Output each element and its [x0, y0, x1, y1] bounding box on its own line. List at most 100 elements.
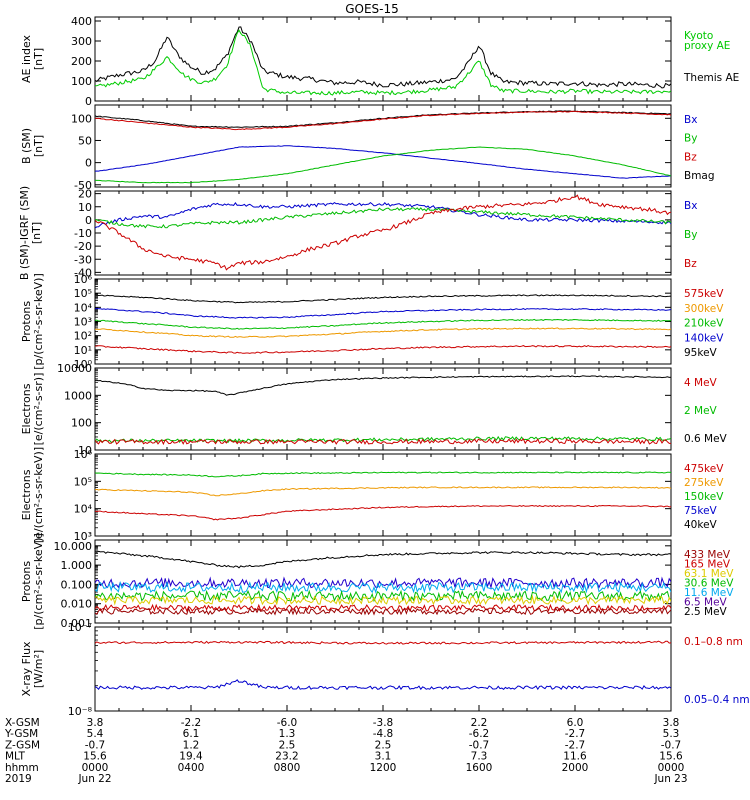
y-tick-label: 10¹ — [74, 344, 92, 357]
x-axis-value: -6.0 — [277, 717, 298, 729]
legend-label: 2.5 MeV — [684, 606, 728, 618]
y-axis-label-line: Protons — [20, 301, 33, 342]
y-tick-label: 50 — [78, 134, 92, 147]
x-axis-value: 7.3 — [471, 751, 488, 763]
y-axis-label-line: Protons — [20, 561, 33, 602]
panel-frame — [94, 367, 672, 451]
y-axis-label-unit: [e/(cm²-s-sr)] — [32, 373, 45, 446]
legend-label: 575keV — [684, 288, 724, 300]
legend-label: Themis AE — [683, 72, 739, 84]
y-axis-label: Protons[p/(cm²-s-sr-keV)] — [20, 273, 45, 370]
x-axis-value: 1.2 — [183, 739, 200, 751]
x-axis-value: 15.6 — [659, 751, 683, 763]
x-axis-value: 23.2 — [275, 751, 298, 763]
x-axis-ephemeris: X-GSMY-GSMZ-GSMMLThhmm20193.85.4-0.715.6… — [4, 717, 688, 785]
y-axis-label-line: B (SM) — [20, 128, 33, 164]
y-tick-label: 400 — [71, 15, 92, 28]
x-axis-value: 2.2 — [471, 717, 488, 729]
legend-label: 0.05–0.4 nm — [684, 694, 750, 706]
series-line-by — [95, 207, 671, 229]
y-tick-label: -40 — [74, 266, 92, 279]
x-axis-value: 2.5 — [375, 739, 392, 751]
x-axis-value: 1600 — [466, 762, 493, 774]
panel-protons-mev: 0.001 0.010 0.100 1.000 10.000 Protons[p/(cm²… — [20, 533, 734, 630]
y-tick-label: 10⁻⁷ — [68, 621, 92, 634]
x-axis-value: 3.8 — [663, 717, 680, 729]
y-tick-label: 100 — [71, 417, 92, 430]
legend-label: Bz — [684, 258, 697, 270]
x-axis-value: 2.5 — [279, 739, 296, 751]
y-axis-label-unit: [nT] — [32, 135, 45, 157]
legend-label: 0.1–0.8 nm — [684, 636, 743, 648]
panel-frame — [94, 190, 672, 276]
legend-label: 433 MeV — [684, 549, 731, 561]
legend-label: 63.1 MeV — [684, 568, 734, 580]
legend-label: Bx — [684, 114, 697, 126]
legend-label: 4 MeV — [684, 377, 718, 389]
series-line-300kev — [95, 327, 671, 338]
x-axis-value: Jun 23 — [653, 773, 687, 785]
x-axis-row-label: MLT — [5, 751, 25, 763]
legend-label: Kyoto — [684, 30, 713, 42]
y-tick-label: 300 — [71, 35, 92, 48]
y-axis-label-unit: [W/m²] — [32, 650, 45, 688]
series-line-575kev — [95, 344, 671, 354]
series-line-140kev — [95, 307, 671, 319]
y-tick-label: 0 — [85, 214, 92, 227]
series-line-150kev — [95, 471, 671, 478]
x-axis-value: -2.7 — [565, 728, 586, 740]
y-tick-label: 0.100 — [61, 578, 93, 591]
x-axis-value: 1200 — [370, 762, 397, 774]
series-line-themis-ae — [95, 26, 671, 89]
legend-label: 275keV — [684, 477, 724, 489]
y-tick-label: 10⁶ — [74, 273, 93, 286]
legend-label: 0.6 MeV — [684, 433, 728, 445]
series-line-bz — [95, 194, 671, 271]
y-axis-label-unit: [nT] — [30, 222, 43, 244]
x-axis-value: -0.7 — [661, 739, 682, 751]
y-tick-label: 10⁵ — [74, 475, 92, 488]
y-tick-label: 10⁶ — [74, 448, 93, 461]
y-axis-label-unit: [e/(cm²-s-sr-keV)] — [32, 447, 45, 543]
y-axis-label: B (SM)-IGRF (SM)[nT] — [18, 186, 43, 280]
y-axis-label: X-ray Flux[W/m²] — [20, 641, 45, 697]
y-tick-label: 100 — [71, 112, 92, 125]
y-tick-label: 10000 — [57, 362, 92, 375]
x-axis-value: -0.7 — [469, 739, 490, 751]
y-tick-label: -10 — [74, 227, 92, 240]
x-axis-value: 0000 — [82, 762, 109, 774]
y-axis-label: B (SM)[nT] — [20, 128, 45, 164]
legend-label: 300keV — [684, 303, 724, 315]
series-line-bx — [95, 201, 671, 229]
y-tick-label: 200 — [71, 55, 92, 68]
series-line-475kev — [95, 504, 671, 521]
y-axis-label-line: Electrons — [20, 469, 33, 520]
x-axis-value: -3.8 — [373, 717, 394, 729]
y-axis-label-line: B (SM)-IGRF (SM) — [18, 186, 31, 280]
y-tick-label: -50 — [74, 179, 92, 192]
y-tick-label: 10 — [78, 444, 92, 457]
x-axis-value: -6.2 — [469, 728, 490, 740]
legend-label: Bmag — [684, 170, 715, 182]
series-line-2-5-mev — [95, 550, 671, 569]
y-tick-label: 10.000 — [54, 540, 93, 553]
series-line-210kev — [95, 318, 671, 330]
legend-label: By — [684, 229, 697, 241]
series-line-11-6-mev — [95, 580, 671, 594]
legend-label: 475keV — [684, 463, 724, 475]
legend-label: 40keV — [684, 519, 718, 531]
y-tick-label: 0.010 — [61, 598, 93, 611]
panel-xray: 10⁻⁸ 10⁻⁷ X-ray Flux[W/m²] 0.1–0.8 nm 0.05–0… — [20, 621, 750, 718]
y-axis-label-line: X-ray Flux — [20, 641, 33, 697]
series-line-0-1-0-8-nm — [95, 640, 671, 645]
x-axis-value: 15.6 — [83, 751, 107, 763]
x-axis-value: 1.3 — [279, 728, 296, 740]
x-axis-value: Jun 22 — [77, 773, 111, 785]
y-tick-label: 1000 — [64, 389, 92, 402]
y-axis-label-line: Electrons — [20, 383, 33, 434]
y-axis-label: Protons[p/(cm²-s-sr-keV)] — [20, 533, 45, 630]
x-axis-value: 0000 — [658, 762, 685, 774]
series-line-275kev — [95, 486, 671, 497]
